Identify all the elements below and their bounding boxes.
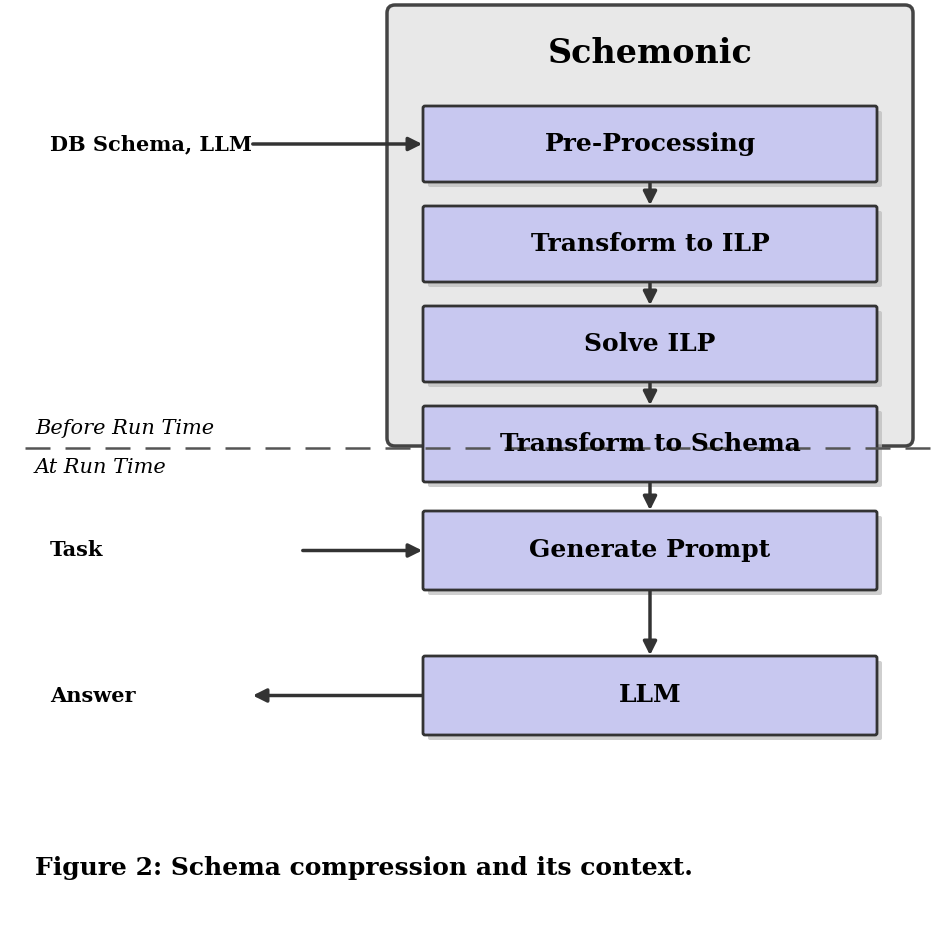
FancyBboxPatch shape — [423, 656, 877, 735]
FancyBboxPatch shape — [423, 406, 877, 482]
Text: Generate Prompt: Generate Prompt — [530, 538, 770, 562]
FancyBboxPatch shape — [423, 306, 877, 382]
FancyBboxPatch shape — [423, 206, 877, 282]
Text: Schemonic: Schemonic — [548, 37, 752, 69]
Text: LLM: LLM — [619, 684, 681, 707]
Text: Figure 2: Schema compression and its context.: Figure 2: Schema compression and its con… — [35, 856, 693, 880]
FancyBboxPatch shape — [423, 106, 877, 182]
FancyBboxPatch shape — [387, 5, 913, 446]
Text: Before Run Time: Before Run Time — [35, 419, 214, 438]
Text: Answer: Answer — [50, 685, 135, 705]
FancyBboxPatch shape — [423, 511, 877, 590]
Text: Solve ILP: Solve ILP — [584, 332, 716, 356]
FancyBboxPatch shape — [428, 411, 882, 487]
Text: DB Schema, LLM: DB Schema, LLM — [50, 134, 252, 154]
FancyBboxPatch shape — [428, 516, 882, 595]
Text: Transform to Schema: Transform to Schema — [499, 432, 801, 456]
Text: Pre-Processing: Pre-Processing — [544, 132, 756, 156]
Text: At Run Time: At Run Time — [35, 458, 166, 477]
FancyBboxPatch shape — [428, 111, 882, 187]
FancyBboxPatch shape — [428, 311, 882, 387]
FancyBboxPatch shape — [428, 211, 882, 287]
FancyBboxPatch shape — [428, 661, 882, 740]
Text: Task: Task — [50, 540, 104, 560]
Text: Transform to ILP: Transform to ILP — [531, 232, 769, 256]
